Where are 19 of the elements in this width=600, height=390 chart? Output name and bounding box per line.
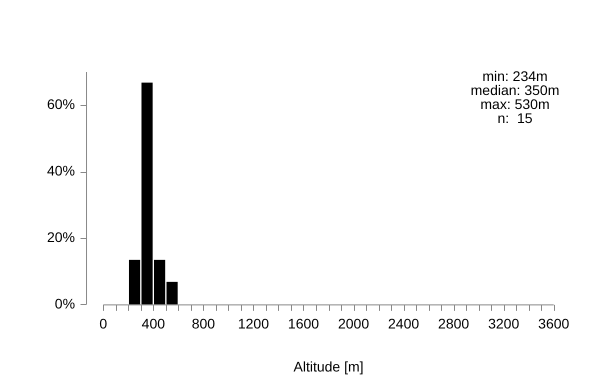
x-axis-title: Altitude [m]: [293, 358, 364, 374]
y-tick-label: 0%: [54, 295, 76, 312]
x-tick-label: 1600: [288, 316, 320, 332]
x-tick-label: 1200: [238, 316, 270, 332]
x-tick-label: 400: [142, 316, 166, 332]
annotation: min: 234m: [482, 68, 548, 84]
x-tick-label: 2800: [438, 316, 470, 332]
x-tick-label: 2400: [388, 316, 420, 332]
annotation: median: 350m: [470, 82, 560, 98]
y-tick-label: 20%: [46, 228, 76, 245]
annotation: max: 530m: [480, 96, 550, 112]
x-tick-label: 3200: [488, 316, 520, 332]
x-tick-label: 3600: [538, 316, 570, 332]
x-tick-label: 0: [99, 316, 108, 332]
y-tick-label: 40%: [46, 162, 76, 178]
x-tick-label: 2000: [338, 316, 370, 332]
y-tick-label: 60%: [46, 96, 76, 112]
x-tick-label: 800: [192, 316, 216, 332]
annotation: n: 15: [497, 110, 533, 126]
